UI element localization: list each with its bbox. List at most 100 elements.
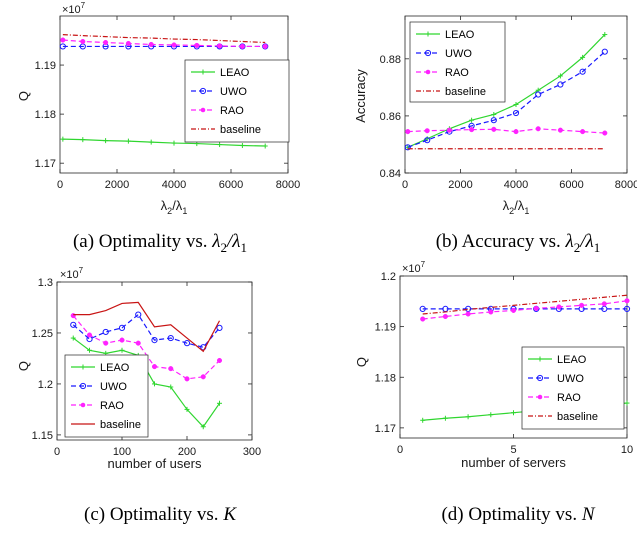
y-tick-label: 0.84 (380, 168, 401, 180)
data-point (103, 340, 109, 346)
x-tick-label: 2000 (105, 179, 129, 191)
y-tick-label: 1.17 (375, 423, 396, 435)
caption-part: /λ (226, 231, 241, 252)
x-axis-label-part: λ (161, 198, 168, 213)
legend-label: UWO (220, 86, 247, 98)
legend-item-rao: RAO (191, 105, 244, 117)
series-rao (420, 298, 630, 322)
legend-box (184, 59, 290, 143)
data-point (512, 109, 520, 117)
y-tick-label: 1.17 (35, 158, 56, 170)
x-axis-label: number of servers (461, 455, 566, 470)
legend-item-rao: RAO (416, 67, 469, 79)
series-line-baseline (73, 301, 221, 353)
data-point (60, 37, 66, 43)
legend-item-baseline: baseline (528, 411, 598, 423)
data-point (135, 340, 141, 346)
legend-label: UWO (557, 373, 584, 385)
x-tick-label: 5 (510, 444, 516, 456)
data-point (535, 126, 541, 132)
data-point (168, 366, 174, 372)
legend: LEAO UWO RAO baseline (184, 59, 290, 143)
x-tick-label: 6000 (559, 179, 583, 191)
legend-label: RAO (220, 105, 244, 117)
data-point (405, 129, 411, 135)
legend-label: baseline (220, 124, 261, 136)
caption-part: 2 (574, 240, 581, 255)
x-tick-label: 10 (621, 444, 633, 456)
data-point (602, 32, 608, 38)
y-multiplier-base: ×10 (62, 4, 81, 16)
data-point (168, 384, 174, 390)
y-tick-label: 1.15 (32, 430, 53, 442)
data-point (556, 304, 562, 310)
caption-part: 1 (594, 240, 601, 255)
caption-part: 2 (221, 240, 228, 255)
legend-item-leao: LEAO (528, 354, 587, 366)
data-point (488, 412, 494, 418)
data-point (262, 43, 268, 49)
data-point (171, 140, 177, 146)
series-line-leao (62, 138, 266, 147)
legend-label: RAO (557, 392, 581, 404)
series-line-rao (407, 128, 605, 134)
data-point (424, 128, 430, 134)
series-uwo (404, 48, 608, 151)
data-point (119, 337, 125, 343)
series-baseline (422, 294, 628, 315)
data-point (424, 137, 431, 144)
data-point (119, 347, 125, 353)
y-axis-label: Q (16, 361, 31, 371)
data-point (86, 332, 93, 338)
data-point (262, 43, 269, 50)
legend-label: baseline (445, 86, 486, 98)
data-point (217, 43, 223, 49)
data-point (513, 129, 519, 135)
series-line-rao (62, 39, 266, 48)
series-line-leao (407, 34, 606, 148)
caption-part: (c) Optimality vs. (84, 504, 223, 525)
data-point (580, 129, 586, 135)
data-point (469, 117, 475, 123)
x-tick-label: 300 (243, 446, 261, 458)
y-multiplier-base: ×10 (60, 269, 79, 281)
legend-item-uwo: UWO (416, 48, 472, 60)
data-point (420, 417, 426, 423)
x-tick-label: 6000 (219, 179, 243, 191)
data-point (217, 400, 222, 406)
data-point (125, 138, 131, 144)
data-point (59, 43, 66, 50)
data-point (103, 39, 109, 46)
data-point (624, 400, 630, 406)
data-point (135, 311, 142, 318)
data-point (491, 126, 497, 132)
data-point (623, 305, 631, 313)
legend-label: baseline (557, 411, 598, 423)
series-leao (60, 136, 268, 149)
data-point (148, 139, 154, 145)
data-point (533, 305, 539, 311)
data-point (535, 91, 542, 98)
y-multiplier-base: ×10 (402, 263, 421, 275)
legend-marker (425, 69, 431, 75)
x-axis-label: λ2/λ1 (161, 198, 188, 216)
y-multiplier-exp: 7 (81, 1, 86, 10)
x-axis-label-part: 2 (167, 206, 172, 216)
y-tick-label: 1.2 (38, 379, 53, 391)
data-point (262, 143, 268, 149)
series-rao (70, 313, 223, 382)
data-point (239, 43, 245, 49)
panel-caption: (a) Optimality vs. λ2/λ1 (73, 231, 247, 255)
data-point (60, 136, 66, 142)
legend-box (521, 346, 625, 430)
legend-item-uwo: UWO (71, 381, 127, 393)
panel-caption: (c) Optimality vs. K (84, 504, 237, 525)
x-tick-label: 0 (397, 444, 403, 456)
data-point (557, 127, 563, 133)
caption-part: K (222, 504, 237, 525)
data-point (216, 324, 223, 331)
data-point (579, 68, 586, 75)
y-axis-label: Accuracy (353, 69, 368, 123)
